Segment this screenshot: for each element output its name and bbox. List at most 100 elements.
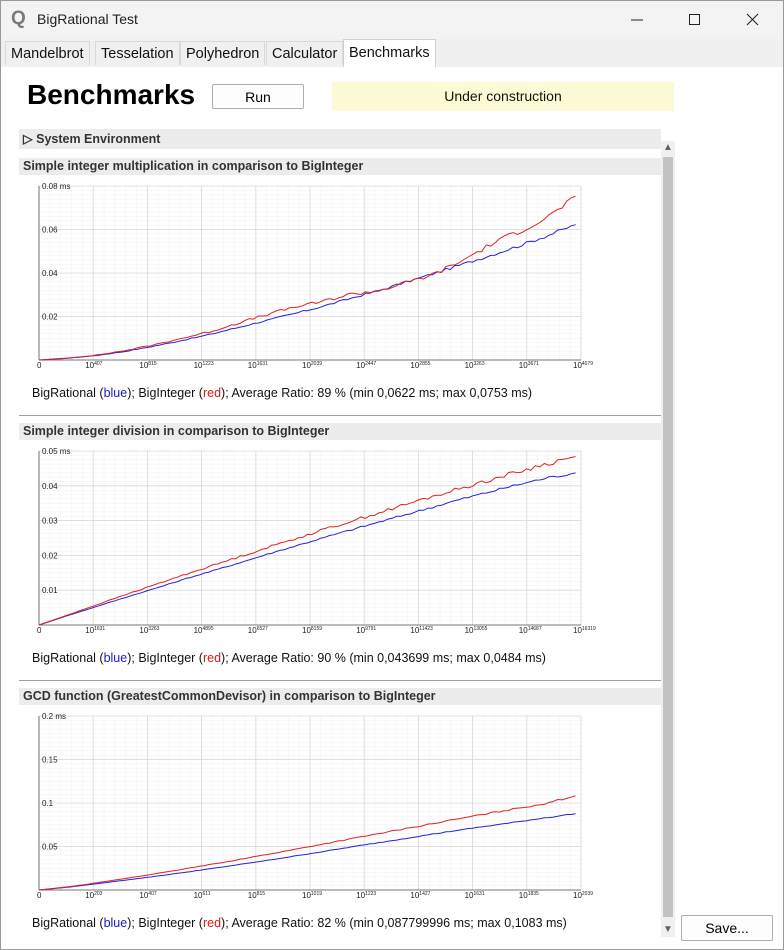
x-tick-label: 101835	[519, 891, 539, 898]
caption-part: ); BigInteger (	[127, 651, 203, 665]
vertical-scrollbar[interactable]: ▲ ▼	[661, 141, 675, 937]
y-tick-label: 0.03	[42, 517, 58, 526]
tab-benchmarks[interactable]: Benchmarks	[343, 39, 436, 68]
y-tick-label: 0.1	[42, 799, 54, 808]
minimize-button[interactable]	[609, 1, 665, 39]
y-tick-label: 0.01	[42, 586, 58, 595]
caption-part: ); Average Ratio: 89 % (min 0,0622 ms; m…	[221, 386, 533, 400]
benchmark-section-multiplication: Simple integer multiplication in compari…	[19, 158, 661, 423]
chart-caption: BigRational (blue); BigInteger (red); Av…	[32, 651, 546, 665]
section-title: Simple integer multiplication in compari…	[19, 158, 661, 175]
system-environment-expander[interactable]: ▷ System Environment	[19, 129, 661, 149]
x-tick-label: 101631	[85, 626, 105, 633]
x-tick-label: 1011423	[410, 626, 433, 633]
maximize-button[interactable]	[667, 1, 723, 39]
x-tick-label: 101019	[302, 891, 322, 898]
tab-calculator[interactable]: Calculator	[266, 41, 344, 65]
x-tick-label: 10815	[248, 891, 265, 898]
section-title: GCD function (GreatestCommonDevisor) in …	[19, 688, 661, 705]
caption-blue-word: blue	[103, 916, 128, 930]
y-tick-label: 0.04	[42, 482, 58, 491]
tab-polyhedron[interactable]: Polyhedron	[180, 41, 266, 65]
x-tick-label: 103263	[465, 361, 485, 368]
x-tick-label: 1016319	[573, 626, 596, 633]
x-tick-label: 101223	[356, 891, 376, 898]
x-tick-label: 102447	[356, 361, 376, 368]
tab-mandelbrot[interactable]: Mandelbrot	[5, 41, 90, 65]
window-title: BigRational Test	[37, 11, 138, 27]
q-logo-icon: Q	[11, 8, 26, 29]
scrollbar-thumb[interactable]	[663, 157, 673, 917]
caption-red-word: red	[202, 651, 222, 665]
x-tick-label: 0	[37, 626, 42, 633]
x-tick-label: 102039	[302, 361, 322, 368]
minimize-icon	[631, 19, 643, 21]
x-tick-label: 1013055	[465, 626, 488, 633]
page-title: Benchmarks	[27, 79, 196, 110]
caption-red-word: red	[202, 916, 222, 930]
bigrational-series-line	[38, 224, 576, 361]
biginteger-series-line	[38, 795, 576, 891]
caption-part: BigRational (	[32, 916, 104, 930]
caption-blue-word: blue	[103, 651, 128, 665]
x-tick-label: 101631	[248, 361, 268, 368]
tab-tesselation[interactable]: Tesselation	[95, 41, 180, 65]
x-tick-label: 101427	[410, 891, 430, 898]
section-divider	[19, 415, 661, 416]
caption-part: BigRational (	[32, 386, 104, 400]
y-tick-label: 0.08 ms	[42, 182, 70, 191]
y-tick-label: 0.06	[42, 226, 58, 235]
benchmark-chart: 0 10203 10407 10611 10815 101019 101223 101427 1…	[37, 712, 593, 898]
y-tick-label: 0.05	[42, 843, 58, 852]
x-tick-label: 104079	[573, 361, 593, 368]
benchmark-chart: 0 10407 10815 101223 101631 102039 102447 10285…	[37, 182, 593, 368]
x-tick-label: 101223	[194, 361, 214, 368]
close-icon	[746, 13, 759, 26]
chart-caption: BigRational (blue); BigInteger (red); Av…	[32, 386, 532, 400]
y-tick-label: 0.2 ms	[42, 712, 66, 721]
x-tick-label: 10407	[139, 891, 156, 898]
system-environment-label: System Environment	[36, 132, 161, 146]
benchmarks-panel: Benchmarks Run Under construction ▷ Syst…	[1, 67, 783, 949]
x-tick-label: 10203	[85, 891, 102, 898]
benchmark-scroll-area[interactable]: ▷ System Environment Simple integer mult…	[19, 129, 675, 937]
run-button[interactable]: Run	[212, 84, 304, 109]
status-banner: Under construction	[332, 82, 674, 111]
y-tick-label: 0.02	[42, 313, 58, 322]
y-tick-label: 0.15	[42, 756, 58, 765]
x-tick-label: 0	[37, 891, 42, 898]
save-button[interactable]: Save...	[681, 915, 773, 941]
x-tick-label: 106527	[248, 626, 268, 633]
scroll-down-icon[interactable]: ▼	[663, 924, 673, 935]
x-tick-label: 104895	[194, 626, 214, 633]
x-tick-label: 102039	[573, 891, 593, 898]
chart-caption: BigRational (blue); BigInteger (red); Av…	[32, 916, 567, 930]
close-button[interactable]	[725, 1, 781, 39]
caption-part: ); Average Ratio: 90 % (min 0,043699 ms;…	[221, 651, 546, 665]
title-bar: Q BigRational Test	[1, 1, 783, 39]
x-tick-label: 10407	[85, 361, 102, 368]
caption-blue-word: blue	[103, 386, 128, 400]
maximize-icon	[689, 14, 700, 25]
x-tick-label: 103671	[519, 361, 539, 368]
caption-red-word: red	[202, 386, 222, 400]
bigrational-series-line	[38, 472, 576, 626]
x-tick-label: 0	[37, 361, 42, 368]
tab-bar: Mandelbrot Tesselation Polyhedron Calcul…	[1, 39, 783, 68]
x-tick-label: 10815	[139, 361, 156, 368]
benchmark-section-division: Simple integer division in comparison to…	[19, 423, 661, 688]
caption-part: ); BigInteger (	[127, 916, 203, 930]
x-tick-label: 103263	[139, 626, 159, 633]
y-tick-label: 0.05 ms	[42, 447, 70, 456]
section-divider	[19, 680, 661, 681]
biginteger-series-line	[38, 456, 576, 626]
caption-part: BigRational (	[32, 651, 104, 665]
benchmark-section-gcd: GCD function (GreatestCommonDevisor) in …	[19, 688, 661, 937]
x-tick-label: 1014687	[519, 626, 542, 633]
expand-triangle-icon: ▷	[23, 132, 33, 146]
caption-part: ); Average Ratio: 82 % (min 0,087799996 …	[221, 916, 567, 930]
scroll-up-icon[interactable]: ▲	[663, 142, 673, 153]
caption-part: ); BigInteger (	[127, 386, 203, 400]
bigrational-series-line	[38, 813, 576, 891]
